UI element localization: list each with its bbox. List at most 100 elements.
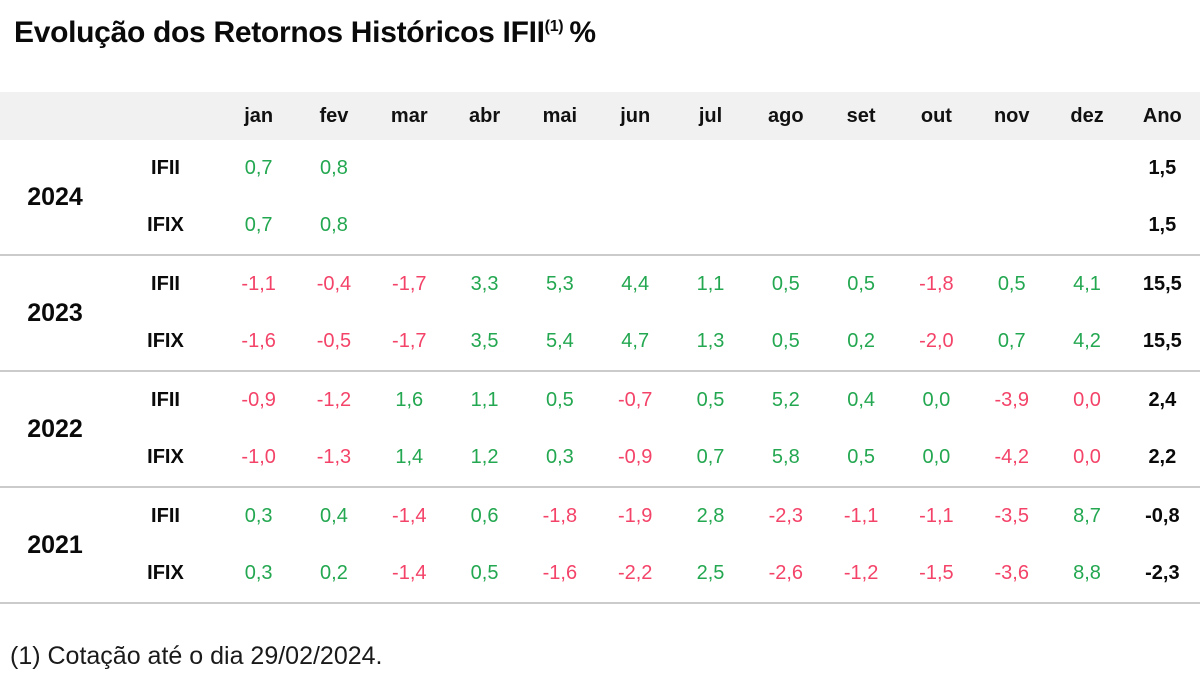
value-cell: -1,4	[392, 562, 427, 584]
value-cell: -2,3	[768, 505, 804, 527]
value-cell: 8,7	[1073, 505, 1101, 527]
value-cell: 1,3	[696, 330, 725, 352]
value-cell	[899, 197, 974, 254]
value-cell: -1,4	[392, 505, 427, 527]
value-cell: -1,5	[919, 562, 954, 584]
value-cell	[447, 197, 522, 254]
column-header-set: set	[846, 104, 876, 127]
value-cell: 0,7	[997, 330, 1026, 352]
value-cell	[974, 140, 1049, 197]
value-cell: 1,1	[470, 389, 499, 411]
value-cell: -3,6	[994, 562, 1029, 584]
value-cell: 5,4	[545, 330, 574, 352]
column-header-abr: abr	[469, 104, 501, 127]
index-label-ifix: IFIX	[147, 214, 184, 236]
index-label-ifix: IFIX	[147, 562, 184, 584]
value-cell: 0,0	[1073, 389, 1101, 411]
column-header-ago: ago	[768, 104, 804, 127]
value-cell: 0,5	[545, 389, 574, 411]
value-cell	[748, 197, 823, 254]
value-cell	[1049, 140, 1124, 197]
value-cell: 3,5	[470, 330, 499, 352]
value-cell: 0,8	[320, 214, 348, 236]
value-cell: 1,2	[470, 446, 499, 468]
year-total-cell: 2,2	[1148, 446, 1177, 468]
year-total-cell: 15,5	[1142, 273, 1182, 295]
index-label-ifix: IFIX	[147, 446, 184, 468]
value-cell: 0,5	[847, 273, 876, 295]
value-cell: 0,5	[771, 273, 800, 295]
value-cell: 0,0	[922, 389, 951, 411]
value-cell	[598, 197, 673, 254]
footnote: (1) Cotação até o dia 29/02/2024.	[10, 642, 383, 670]
year-label: 2023	[27, 298, 83, 327]
value-cell: -0,4	[316, 273, 352, 295]
index-label-ifii: IFII	[151, 389, 180, 411]
value-cell: 0,0	[1073, 446, 1101, 468]
column-header-dez: dez	[1070, 104, 1104, 127]
value-cell: 1,4	[395, 446, 424, 468]
value-cell: -1,7	[392, 330, 427, 352]
title-suffix: %	[569, 16, 596, 49]
column-header-jun: jun	[620, 104, 651, 127]
title-superscript: (1)	[544, 18, 564, 35]
value-cell: -3,5	[994, 505, 1029, 527]
year-total-cell: 2,4	[1148, 389, 1177, 411]
table-body: 2024 IFII 0,7 0,8 1,5 IFIX 0,7 0,8 1,5 2023 IFII -1…	[0, 140, 1200, 604]
value-cell: 8,8	[1073, 562, 1101, 584]
value-cell: 0,5	[470, 562, 499, 584]
value-cell	[1049, 197, 1124, 254]
column-header-out: out	[920, 104, 952, 127]
value-cell	[823, 197, 898, 254]
value-cell: -0,7	[617, 389, 653, 411]
value-cell: -1,2	[843, 562, 879, 584]
value-cell: 0,7	[244, 214, 273, 236]
value-cell	[522, 197, 597, 254]
value-cell: -1,1	[843, 505, 879, 527]
value-cell: 0,5	[696, 389, 725, 411]
table-header-row: jan fev mar abr mai jun jul ago set out nov dez Ano	[0, 92, 1200, 140]
value-cell: 5,2	[771, 389, 800, 411]
year-total-cell: 1,5	[1148, 214, 1177, 236]
value-cell: -1,6	[542, 562, 578, 584]
year-label: 2021	[27, 530, 83, 559]
value-cell: 0,3	[244, 505, 273, 527]
column-header-jan: jan	[244, 104, 274, 127]
value-cell: 0,7	[244, 157, 273, 179]
value-cell: 1,6	[395, 389, 424, 411]
value-cell: 4,4	[621, 273, 650, 295]
value-cell: 0,0	[922, 446, 951, 468]
value-cell: 5,3	[545, 273, 574, 295]
returns-table: jan fev mar abr mai jun jul ago set out nov dez Ano …	[0, 92, 1200, 604]
year-label: 2022	[27, 414, 83, 443]
year-label: 2024	[27, 182, 83, 211]
title-text: Evolução dos Retornos Históricos IFII	[14, 16, 545, 49]
value-cell: 0,3	[545, 446, 574, 468]
value-cell: 3,3	[470, 273, 499, 295]
value-cell	[372, 140, 447, 197]
value-cell	[823, 140, 898, 197]
value-cell: -1,6	[241, 330, 276, 352]
value-cell: -1,2	[316, 389, 352, 411]
value-cell: -0,5	[316, 330, 352, 352]
column-header-ano: Ano	[1142, 104, 1182, 127]
value-cell: -1,9	[617, 505, 653, 527]
value-cell: 0,4	[320, 505, 348, 527]
value-cell: 4,7	[621, 330, 650, 352]
value-cell: 0,6	[470, 505, 499, 527]
year-total-cell: 1,5	[1148, 157, 1177, 179]
value-cell: 5,8	[771, 446, 800, 468]
column-header-mai: mai	[542, 104, 578, 127]
column-header-nov: nov	[993, 104, 1030, 127]
value-cell	[673, 197, 748, 254]
value-cell: 2,5	[696, 562, 725, 584]
value-cell: -0,9	[617, 446, 653, 468]
page-title: Evolução dos Retornos Históricos IFII(1)…	[0, 0, 1200, 92]
index-label-ifii: IFII	[151, 505, 180, 527]
value-cell: 0,2	[320, 562, 348, 584]
value-cell	[372, 197, 447, 254]
value-cell: 4,2	[1073, 330, 1101, 352]
value-cell: -0,9	[241, 389, 276, 411]
year-total-cell: -2,3	[1145, 562, 1180, 584]
